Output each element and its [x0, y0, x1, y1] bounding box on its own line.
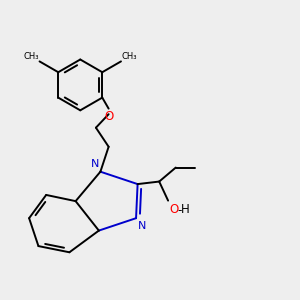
Text: O: O	[104, 110, 114, 123]
Text: CH₃: CH₃	[23, 52, 39, 61]
Text: H: H	[181, 203, 190, 216]
Text: N: N	[91, 159, 99, 169]
Text: CH₃: CH₃	[122, 52, 137, 61]
Text: O: O	[169, 203, 178, 216]
Text: -: -	[177, 204, 182, 217]
Text: N: N	[138, 221, 146, 231]
